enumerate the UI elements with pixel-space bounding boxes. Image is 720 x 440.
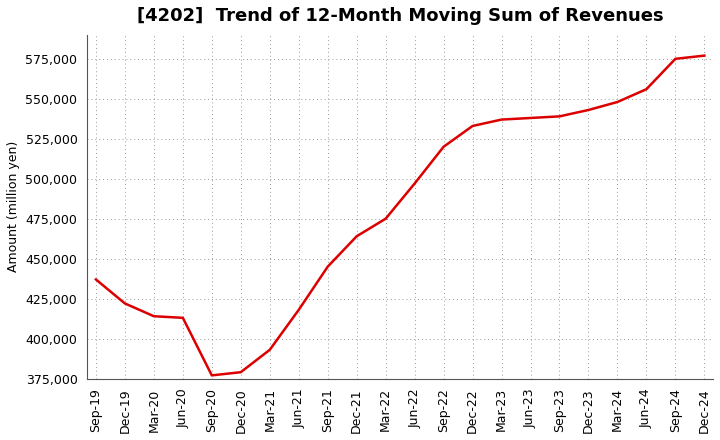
Title: [4202]  Trend of 12-Month Moving Sum of Revenues: [4202] Trend of 12-Month Moving Sum of R…: [137, 7, 663, 25]
Y-axis label: Amount (million yen): Amount (million yen): [7, 141, 20, 272]
